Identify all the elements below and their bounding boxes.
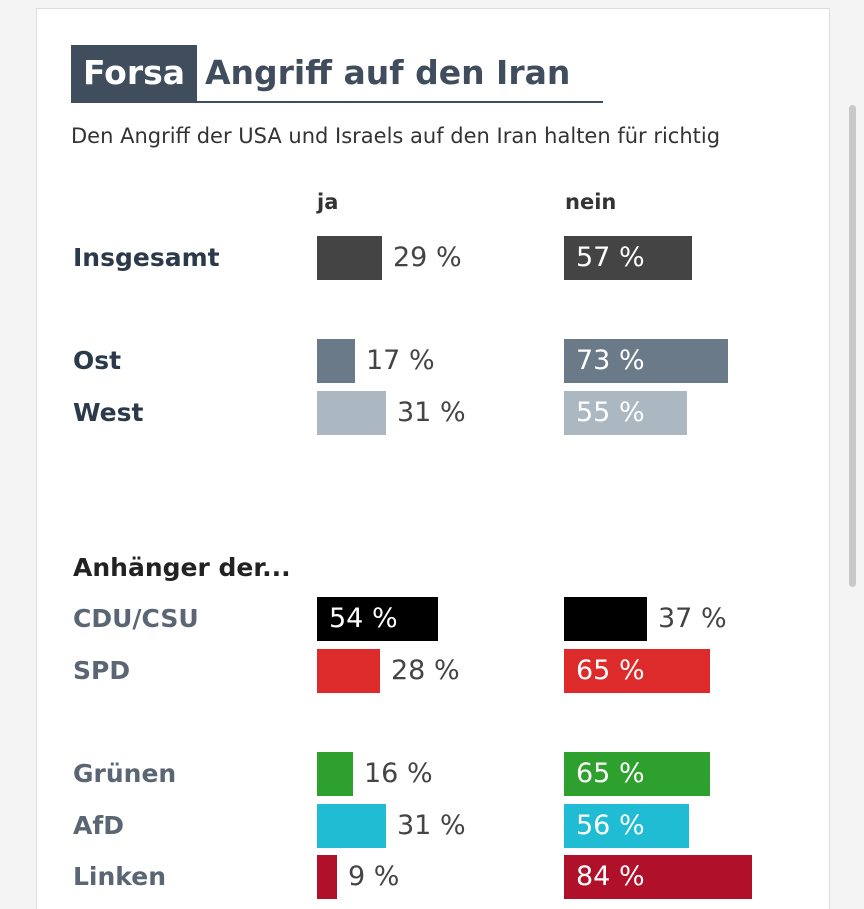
- bar-nein: [564, 855, 752, 899]
- bar-nein: [564, 597, 647, 641]
- row-label: CDU/CSU: [73, 604, 199, 633]
- value-label-ja: 54 %: [329, 603, 398, 634]
- value-label-ja: 28 %: [391, 655, 460, 686]
- row-label: Insgesamt: [73, 243, 220, 272]
- section-label-party-supporters: Anhänger der...: [73, 553, 291, 582]
- bar-ja: [317, 391, 386, 435]
- value-label-ja: 17 %: [366, 345, 435, 376]
- chart-title: Angriff auf den Iran: [205, 53, 571, 92]
- value-label-nein: 65 %: [576, 655, 645, 686]
- row-label: Grünen: [73, 759, 177, 788]
- row-label: AfD: [73, 811, 124, 840]
- value-label-nein: 37 %: [658, 603, 727, 634]
- chart-subtitle: Den Angriff der USA und Israels auf den …: [71, 124, 721, 148]
- value-label-nein: 56 %: [576, 810, 645, 841]
- chart-header: Forsa Angriff auf den Iran: [71, 45, 603, 103]
- bar-ja: [317, 752, 353, 796]
- value-label-ja: 31 %: [397, 810, 466, 841]
- bar-nein: [564, 391, 687, 435]
- value-label-ja: 16 %: [364, 758, 433, 789]
- brand-badge: Forsa: [71, 45, 197, 101]
- bar-nein: [564, 752, 710, 796]
- bar-ja: [317, 855, 337, 899]
- bar-nein: [564, 804, 689, 848]
- bar-nein: [564, 339, 728, 383]
- value-label-ja: 29 %: [393, 242, 462, 273]
- value-label-ja: 9 %: [348, 861, 400, 892]
- bar-nein: [564, 236, 692, 280]
- scrollbar[interactable]: [849, 105, 856, 587]
- bar-ja: [317, 339, 355, 383]
- value-label-nein: 57 %: [576, 242, 645, 273]
- row-label: Linken: [73, 862, 167, 891]
- column-header-no: nein: [565, 190, 617, 214]
- bar-ja: [317, 649, 380, 693]
- value-label-nein: 55 %: [576, 397, 645, 428]
- bar-ja: [317, 597, 438, 641]
- row-label: Ost: [73, 346, 122, 375]
- row-label: SPD: [73, 656, 131, 685]
- value-label-nein: 73 %: [576, 345, 645, 376]
- column-header-yes: ja: [317, 190, 339, 214]
- value-label-nein: 65 %: [576, 758, 645, 789]
- row-label: West: [73, 398, 144, 427]
- value-label-ja: 31 %: [397, 397, 466, 428]
- value-label-nein: 84 %: [576, 861, 645, 892]
- bar-ja: [317, 236, 382, 280]
- bar-nein: [564, 649, 710, 693]
- bar-ja: [317, 804, 386, 848]
